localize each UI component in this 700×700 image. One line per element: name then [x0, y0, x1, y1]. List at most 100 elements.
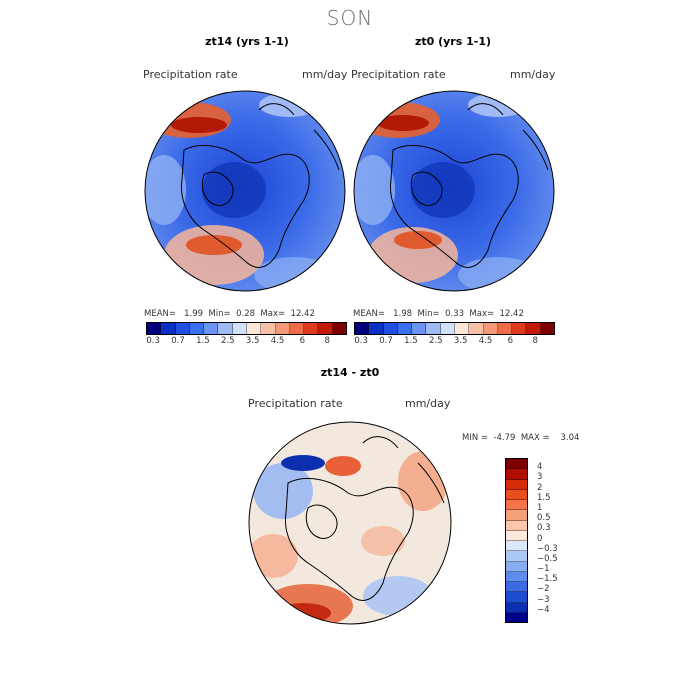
- panel-2-colorbar-swatch: [369, 323, 384, 334]
- panel-2-colorbar-tick-label: 4.5: [478, 336, 493, 346]
- panel-1-colorbar-tick-label: 3.5: [245, 336, 260, 346]
- panel-1-colorbar-swatch: [261, 323, 276, 334]
- panel-2-colorbar-swatch: [540, 323, 554, 334]
- panel-2-colorbar-swatch: [383, 323, 398, 334]
- panel-1-colorbar-swatch: [189, 323, 205, 334]
- panel-1-polar-map: [144, 90, 346, 292]
- map-1-southeast-region: [254, 257, 334, 291]
- diff-map-east-positive: [398, 451, 448, 511]
- panel-1-colorbar-tick-label: 6: [299, 336, 306, 346]
- panel-1-units-label: mm/day: [302, 68, 348, 81]
- diff-colorbar-swatch: [506, 479, 527, 490]
- diff-min-max: MIN = -4.79 MAX = 3.04: [462, 433, 580, 443]
- diff-colorbar-swatch: [506, 489, 527, 500]
- map-1-island: [201, 171, 234, 206]
- diff-colorbar-tick-label: 0.5: [537, 513, 551, 524]
- panel-2-colorbar-swatch: [483, 323, 498, 334]
- diff-colorbar-swatch: [506, 459, 527, 470]
- panel-1-stats: MEAN= 1.99 Min= 0.28 Max= 12.42: [144, 309, 315, 319]
- panel-1-colorbar-tick-label: 4.5: [270, 336, 285, 346]
- diff-colorbar-tick-label: −3: [537, 594, 550, 605]
- panel-1-colorbar-swatch: [275, 323, 290, 334]
- panel-2-variable-label: Precipitation rate: [351, 68, 446, 81]
- panel-2-colorbar-swatch: [397, 323, 413, 334]
- diff-colorbar-tick-label: 0.3: [537, 523, 551, 534]
- diff-colorbar-swatch: [506, 520, 527, 531]
- panel-2-stats: MEAN= 1.98 Min= 0.33 Max= 12.42: [353, 309, 524, 319]
- map-1-north-coast: [258, 103, 340, 171]
- panel-1-colorbar-swatch: [204, 323, 219, 334]
- diff-map-strong-negative: [281, 455, 325, 471]
- diff-map-west-region: [253, 463, 313, 519]
- map-2-coastline: [389, 144, 519, 268]
- map-2-west-region: [354, 155, 395, 225]
- panel-2-colorbar-tick-label: 6: [507, 336, 514, 346]
- panel-1-colorbar-swatch: [304, 323, 319, 334]
- panel-1-colorbar-tick-label: 8: [324, 336, 330, 346]
- panel-1-colorbar-swatch: [332, 323, 346, 334]
- diff-colorbar-tick-label: −0.3: [537, 543, 558, 554]
- panel-2-colorbar-swatch: [526, 323, 541, 334]
- panel-2-colorbar-ticks: 0.3 0.7 1.5 2.5 3.5 4.5 6 8: [354, 336, 553, 348]
- panel-2-colorbar: [354, 322, 555, 335]
- diff-variable-label: Precipitation rate: [248, 397, 343, 410]
- diff-colorbar-tick-label: −1: [537, 564, 550, 575]
- diff-colorbar-swatch: [506, 561, 527, 572]
- diff-colorbar-swatch: [506, 510, 527, 521]
- panel-1-colorbar-swatch: [161, 323, 176, 334]
- panel-2-colorbar-swatch: [426, 323, 441, 334]
- map-1-wet-core: [171, 117, 227, 133]
- panel-1-colorbar-tick-label: 0.7: [171, 336, 185, 346]
- map-2-southeast-region: [458, 257, 538, 291]
- map-2-south-core: [394, 231, 442, 249]
- map-1-center-region: [202, 162, 266, 218]
- diff-colorbar-tick-label: 4: [537, 462, 543, 473]
- diff-colorbar-tick-label: −2: [537, 584, 550, 595]
- diff-map-island: [305, 504, 338, 539]
- panel-2-polar-map: [353, 90, 555, 292]
- panel-2-colorbar-tick-label: 2.5: [428, 336, 443, 346]
- panel-2-colorbar-tick-label: 1.5: [404, 336, 418, 346]
- panel-2-colorbar-swatch: [412, 323, 427, 334]
- diff-colorbar-swatch: [506, 530, 527, 541]
- panel-2-colorbar-tick-label: 0.7: [379, 336, 393, 346]
- diff-polar-map: [248, 421, 452, 625]
- panel-1-colorbar-tick-label: 2.5: [220, 336, 235, 346]
- panel-2-colorbar-swatch: [355, 323, 370, 334]
- diff-colorbar-tick-label: 1.5: [537, 492, 551, 503]
- panel-2-colorbar-swatch: [469, 323, 484, 334]
- diff-colorbar-tick-label: 0: [537, 533, 543, 544]
- diff-colorbar-tick-label: −1.5: [537, 574, 558, 585]
- panel-1-colorbar-swatch: [289, 323, 305, 334]
- diff-units-label: mm/day: [405, 397, 451, 410]
- map-2-island: [410, 171, 443, 206]
- panel-2-colorbar-tick-label: 8: [532, 336, 538, 346]
- map-2-north-coast: [467, 103, 549, 171]
- panel-2-colorbar-swatch: [454, 323, 470, 334]
- diff-colorbar-swatch: [506, 582, 527, 593]
- panel-1-colorbar-swatch: [318, 323, 333, 334]
- diff-map-coastline: [284, 477, 414, 601]
- diff-colorbar-swatch: [506, 469, 527, 480]
- diff-map-central-positive: [361, 526, 405, 556]
- map-2-dry-region: [468, 93, 528, 117]
- diff-colorbar-ticks: 4 3 2 1.5 1 0.5 0.3 0 −0.3 −0.5 −1 −1.5 −2 −3 −4: [537, 458, 577, 621]
- diff-colorbar-swatch: [506, 612, 527, 622]
- panel-1-colorbar-swatch: [232, 323, 247, 334]
- panel-1-colorbar: [146, 322, 347, 335]
- map-1-south-core: [186, 235, 242, 255]
- map-1-coastline: [180, 144, 310, 268]
- panel-1-title: zt14 (yrs 1-1): [205, 35, 289, 48]
- map-2-border: [353, 90, 555, 292]
- map-1-border: [144, 90, 346, 292]
- map-1-west-region: [145, 155, 186, 225]
- diff-map-north-coast: [362, 436, 445, 504]
- diff-colorbar-swatch: [506, 500, 527, 511]
- diff-colorbar-swatch: [506, 571, 527, 582]
- panel-1-colorbar-ticks: 0.3 0.7 1.5 2.5 3.5 4.5 6 8: [146, 336, 345, 348]
- diff-colorbar-swatch: [506, 592, 527, 603]
- diff-colorbar-tick-label: −4: [537, 604, 550, 615]
- diff-colorbar-tick-label: 2: [537, 482, 543, 493]
- diff-map-border: [248, 421, 452, 625]
- panel-2-colorbar-tick-label: 3.5: [453, 336, 468, 346]
